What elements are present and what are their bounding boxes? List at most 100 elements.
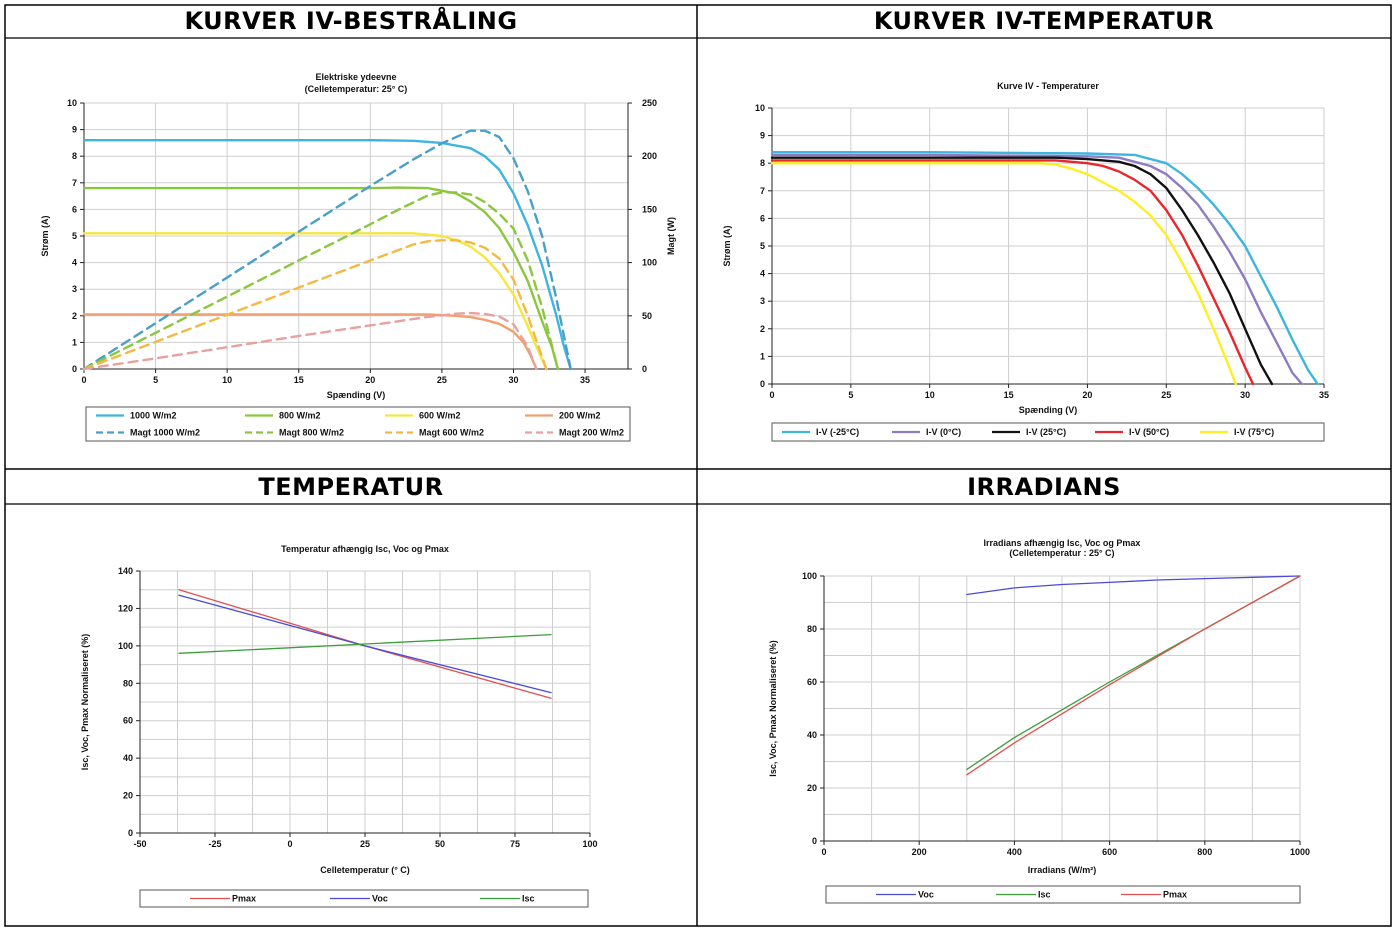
gridlines	[823, 575, 1301, 842]
chart-subtitle: (Celletemperatur : 25° C)	[1009, 548, 1114, 558]
x-tick-label: 15	[1004, 390, 1014, 400]
y-tick-label: 6	[72, 204, 77, 214]
x-tick-label: 0	[769, 390, 774, 400]
x-tick-label: 10	[925, 390, 935, 400]
y-axis-label: Isc, Voc, Pmax Normaliseret (%)	[80, 634, 90, 770]
x-tick-label: 25	[360, 839, 370, 849]
series-line-magt-600-w-m2	[82, 239, 548, 371]
y-tick-label: 4	[72, 258, 77, 268]
y-tick-label: 4	[760, 269, 765, 279]
gridlines	[771, 107, 1325, 385]
x-tick-label: 0	[821, 847, 826, 857]
y2-tick-label: 150	[642, 204, 657, 214]
y-tick-label: 7	[72, 178, 77, 188]
y-tick-label: 3	[72, 284, 77, 294]
series-line-isc	[178, 633, 552, 654]
legend-label: Magt 800 W/m2	[279, 428, 344, 438]
legend-label: I-V (0°C)	[926, 427, 961, 437]
y-tick-label: 140	[118, 566, 133, 576]
y-tick-label: 60	[123, 716, 133, 726]
y-tick-label: 3	[760, 296, 765, 306]
x-tick-label: 25	[437, 375, 447, 385]
y2-tick-label: 0	[642, 364, 647, 374]
x-tick-label: 600	[1102, 847, 1117, 857]
y-tick-label: 60	[807, 677, 817, 687]
y-tick-label: 5	[760, 241, 765, 251]
chart-irradiance-iv: Elektriske ydeevne (Celletemperatur: 25° …	[6, 39, 696, 467]
header-irradiance-curves: KURVER IV-BESTRÅLING	[184, 7, 518, 35]
series-line-800-w-m2	[82, 186, 560, 371]
series-line-i-v-75-c-	[770, 161, 1237, 386]
y-tick-label: 0	[760, 379, 765, 389]
x-tick-label: 20	[1082, 390, 1092, 400]
series-line-pmax	[966, 575, 1301, 776]
x-tick-label: 35	[580, 375, 590, 385]
series-line-magt-200-w-m2	[82, 311, 538, 371]
y-tick-label: 1	[760, 351, 765, 361]
x-tick-label: 30	[508, 375, 518, 385]
legend-label: Voc	[372, 894, 388, 904]
y-tick-label: 9	[760, 131, 765, 141]
y-tick-label: 10	[755, 103, 765, 113]
x-axis-label: Spænding (V)	[1019, 405, 1078, 415]
x-axis-label: Irradians (W/m²)	[1028, 865, 1097, 875]
x-tick-label: 200	[912, 847, 927, 857]
legend-label: Isc	[1038, 890, 1051, 900]
series-line-200-w-m2	[82, 313, 538, 371]
y-tick-label: 5	[72, 231, 77, 241]
x-tick-label: 0	[287, 839, 292, 849]
y2-tick-label: 250	[642, 98, 657, 108]
x-tick-label: 1000	[1290, 847, 1310, 857]
y-tick-label: 20	[807, 783, 817, 793]
legend-box	[85, 406, 631, 442]
legend-label: 200 W/m2	[559, 411, 601, 421]
x-tick-label: -50	[133, 839, 146, 849]
series-line-voc	[966, 575, 1301, 596]
x-tick-label: 50	[435, 839, 445, 849]
x-tick-label: 400	[1007, 847, 1022, 857]
header-temperature: TEMPERATUR	[258, 473, 444, 501]
y-tick-label: 8	[760, 158, 765, 168]
series-line-i-v-0-c-	[770, 153, 1304, 386]
legend-label: Voc	[918, 890, 934, 900]
x-tick-label: 800	[1197, 847, 1212, 857]
y-tick-label: 0	[72, 364, 77, 374]
y-tick-label: 8	[72, 151, 77, 161]
x-tick-label: 10	[222, 375, 232, 385]
series-line-600-w-m2	[82, 232, 548, 371]
legend-label: Isc	[522, 894, 535, 904]
legend-label: Magt 600 W/m2	[419, 428, 484, 438]
x-tick-label: -25	[208, 839, 221, 849]
legend-label: Magt 200 W/m2	[559, 428, 624, 438]
legend-box	[825, 885, 1301, 904]
chart-title: Elektriske ydeevne	[315, 72, 396, 82]
x-axis-label: Spænding (V)	[327, 390, 386, 400]
y-tick-label: 0	[128, 828, 133, 838]
x-tick-label: 30	[1240, 390, 1250, 400]
y-tick-label: 100	[118, 641, 133, 651]
legend-label: Magt 1000 W/m2	[130, 428, 200, 438]
series-line-voc	[178, 594, 552, 694]
series-line-isc	[966, 575, 1301, 771]
gridlines	[83, 102, 628, 370]
series-line-i-v-25-c-	[770, 156, 1274, 386]
y-axis-label: Strøm (A)	[40, 216, 50, 257]
y-tick-label: 10	[67, 98, 77, 108]
x-tick-label: 5	[153, 375, 158, 385]
series-line-magt-800-w-m2	[82, 191, 560, 371]
y-tick-label: 40	[807, 730, 817, 740]
x-tick-label: 25	[1161, 390, 1171, 400]
chart-title: Irradians afhængig Isc, Voc og Pmax	[984, 538, 1141, 548]
y-tick-label: 9	[72, 125, 77, 135]
chart-title: Kurve IV - Temperaturer	[997, 81, 1099, 91]
y2-tick-label: 50	[642, 311, 652, 321]
y-tick-label: 100	[802, 571, 817, 581]
y-tick-label: 40	[123, 753, 133, 763]
y-tick-label: 0	[812, 836, 817, 846]
y-tick-label: 1	[72, 337, 77, 347]
y-axis-label: Isc, Voc, Pmax Normaliseret (%)	[768, 640, 778, 776]
header-temperature-curves: KURVER IV-TEMPERATUR	[873, 7, 1215, 35]
y-tick-label: 6	[760, 213, 765, 223]
x-tick-label: 5	[848, 390, 853, 400]
